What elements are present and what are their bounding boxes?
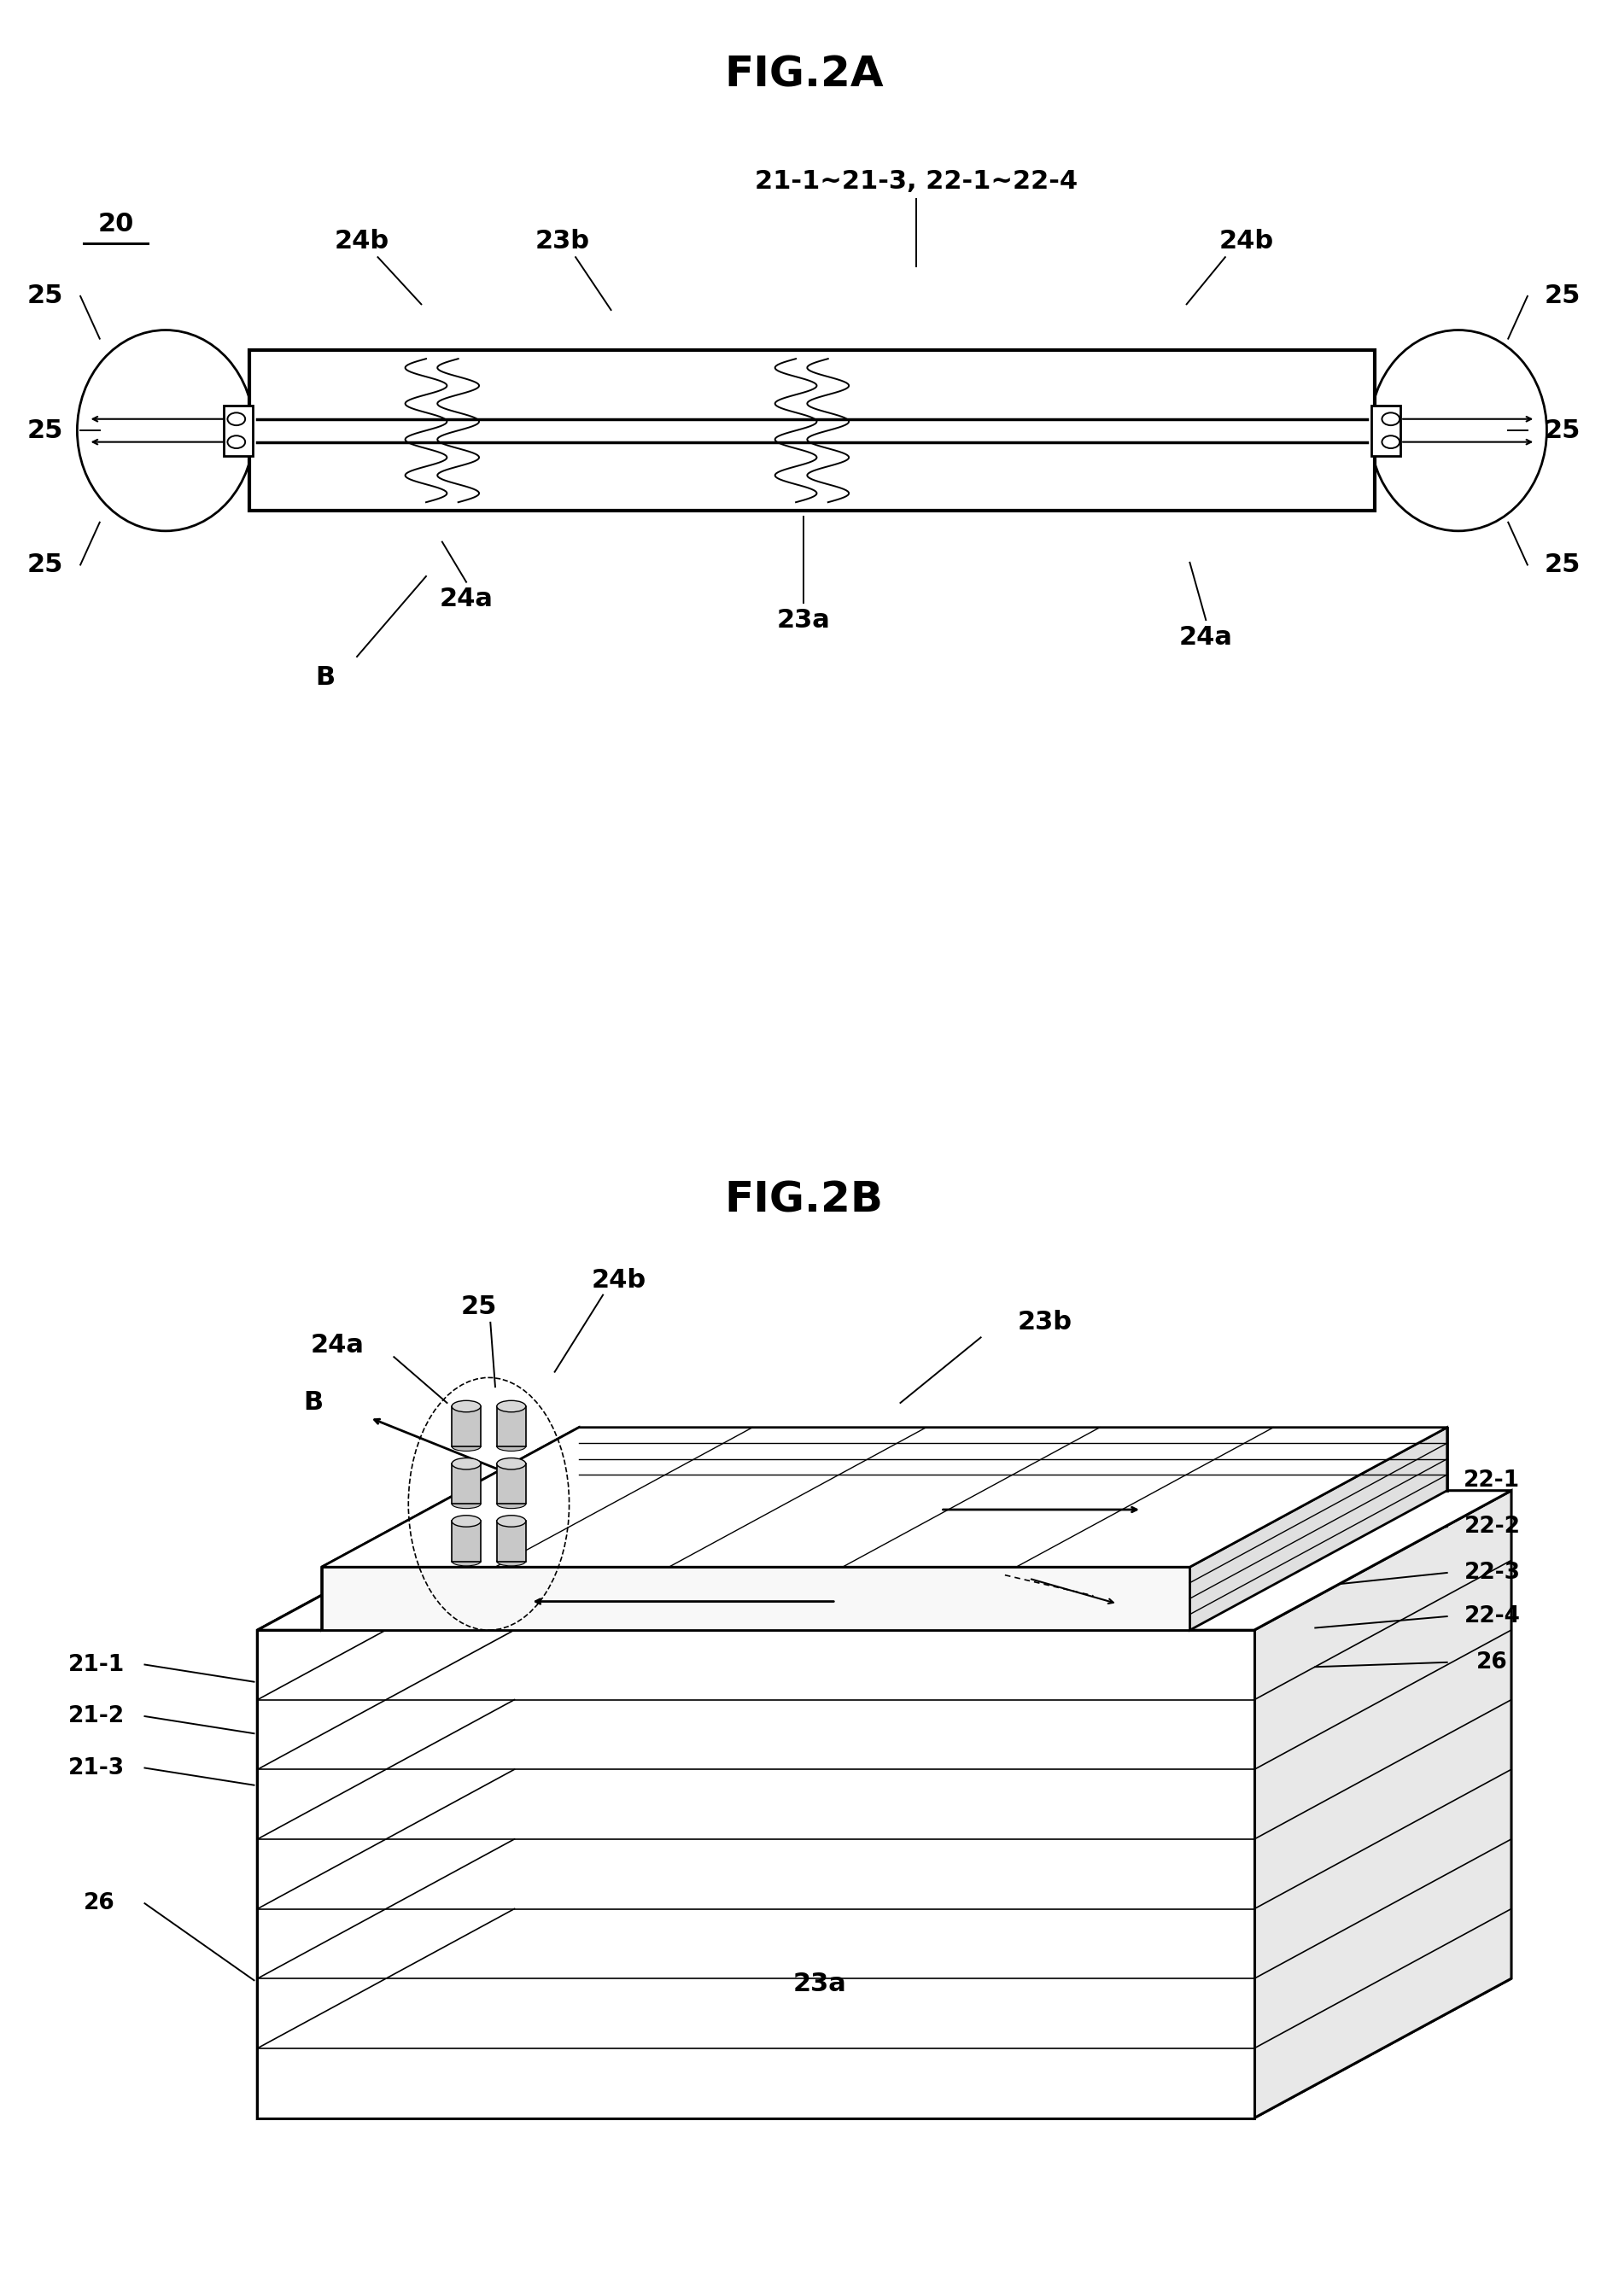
Text: 23a: 23a [776, 608, 831, 631]
Ellipse shape [497, 1442, 525, 1451]
Text: 25: 25 [461, 1295, 497, 1318]
Text: B: B [304, 1391, 323, 1414]
Polygon shape [1253, 1490, 1511, 2117]
Text: 22-2: 22-2 [1462, 1515, 1520, 1538]
Text: 23b: 23b [1017, 1311, 1072, 1334]
Text: A: A [1157, 1497, 1178, 1522]
Text: 24a: 24a [1178, 625, 1233, 650]
Ellipse shape [452, 1499, 480, 1508]
Text: 24b: 24b [591, 1267, 646, 1293]
Polygon shape [257, 1490, 514, 2117]
Ellipse shape [77, 331, 254, 530]
Text: 21-1~21-3, 22-1~22-4: 21-1~21-3, 22-1~22-4 [755, 170, 1077, 193]
Text: 21-2: 21-2 [67, 1706, 125, 1727]
Text: 25: 25 [1544, 553, 1580, 576]
Bar [497, 1520, 525, 1561]
Polygon shape [321, 1428, 579, 1630]
Ellipse shape [452, 1442, 480, 1451]
Text: 25: 25 [27, 553, 63, 576]
Ellipse shape [497, 1401, 525, 1412]
Bar [452, 1465, 480, 1504]
Circle shape [1380, 436, 1398, 448]
Text: 21-1: 21-1 [67, 1653, 125, 1676]
Text: 26: 26 [1475, 1651, 1507, 1674]
Bar [452, 1405, 480, 1446]
Text: B: B [315, 666, 334, 689]
Bar [497, 1405, 525, 1446]
Text: 26: 26 [84, 1892, 116, 1915]
Text: 23b: 23b [535, 230, 590, 253]
Polygon shape [257, 1979, 1511, 2117]
Circle shape [1380, 413, 1398, 425]
Text: 25: 25 [1544, 418, 1580, 443]
Bar [452, 1520, 480, 1561]
Text: A: A [860, 1589, 881, 1614]
Ellipse shape [497, 1499, 525, 1508]
Bar [223, 404, 252, 455]
Ellipse shape [452, 1557, 480, 1566]
Text: 24a: 24a [439, 588, 493, 611]
Polygon shape [321, 1566, 1189, 1630]
Text: FIG.2B: FIG.2B [725, 1180, 882, 1219]
Text: FIG.2A: FIG.2A [723, 55, 884, 94]
Text: 25: 25 [1544, 285, 1580, 308]
Text: 22-1: 22-1 [1462, 1469, 1520, 1492]
Polygon shape [321, 1428, 1446, 1566]
Polygon shape [257, 1490, 1511, 1630]
Circle shape [228, 436, 246, 448]
Polygon shape [1189, 1428, 1446, 1630]
Text: 22-3: 22-3 [1462, 1561, 1520, 1584]
Text: 22-4: 22-4 [1464, 1605, 1519, 1628]
Ellipse shape [497, 1515, 525, 1527]
Ellipse shape [452, 1401, 480, 1412]
Text: 25: 25 [27, 418, 63, 443]
Text: 24a: 24a [310, 1334, 365, 1357]
Ellipse shape [497, 1458, 525, 1469]
Ellipse shape [1369, 331, 1546, 530]
Text: 21-3: 21-3 [67, 1756, 125, 1779]
Text: 20: 20 [98, 211, 133, 236]
Bar [497, 1465, 525, 1504]
Bar [1371, 404, 1400, 455]
Polygon shape [579, 1428, 1446, 1490]
Circle shape [228, 413, 246, 425]
Text: 23a: 23a [792, 1972, 847, 1995]
Text: 24b: 24b [334, 230, 389, 253]
Bar [249, 349, 1374, 510]
Text: B: B [1138, 1598, 1155, 1621]
Ellipse shape [497, 1557, 525, 1566]
Text: 24b: 24b [1218, 230, 1273, 253]
Ellipse shape [452, 1458, 480, 1469]
Ellipse shape [452, 1515, 480, 1527]
Polygon shape [257, 1630, 1253, 2117]
Text: 25: 25 [27, 285, 63, 308]
